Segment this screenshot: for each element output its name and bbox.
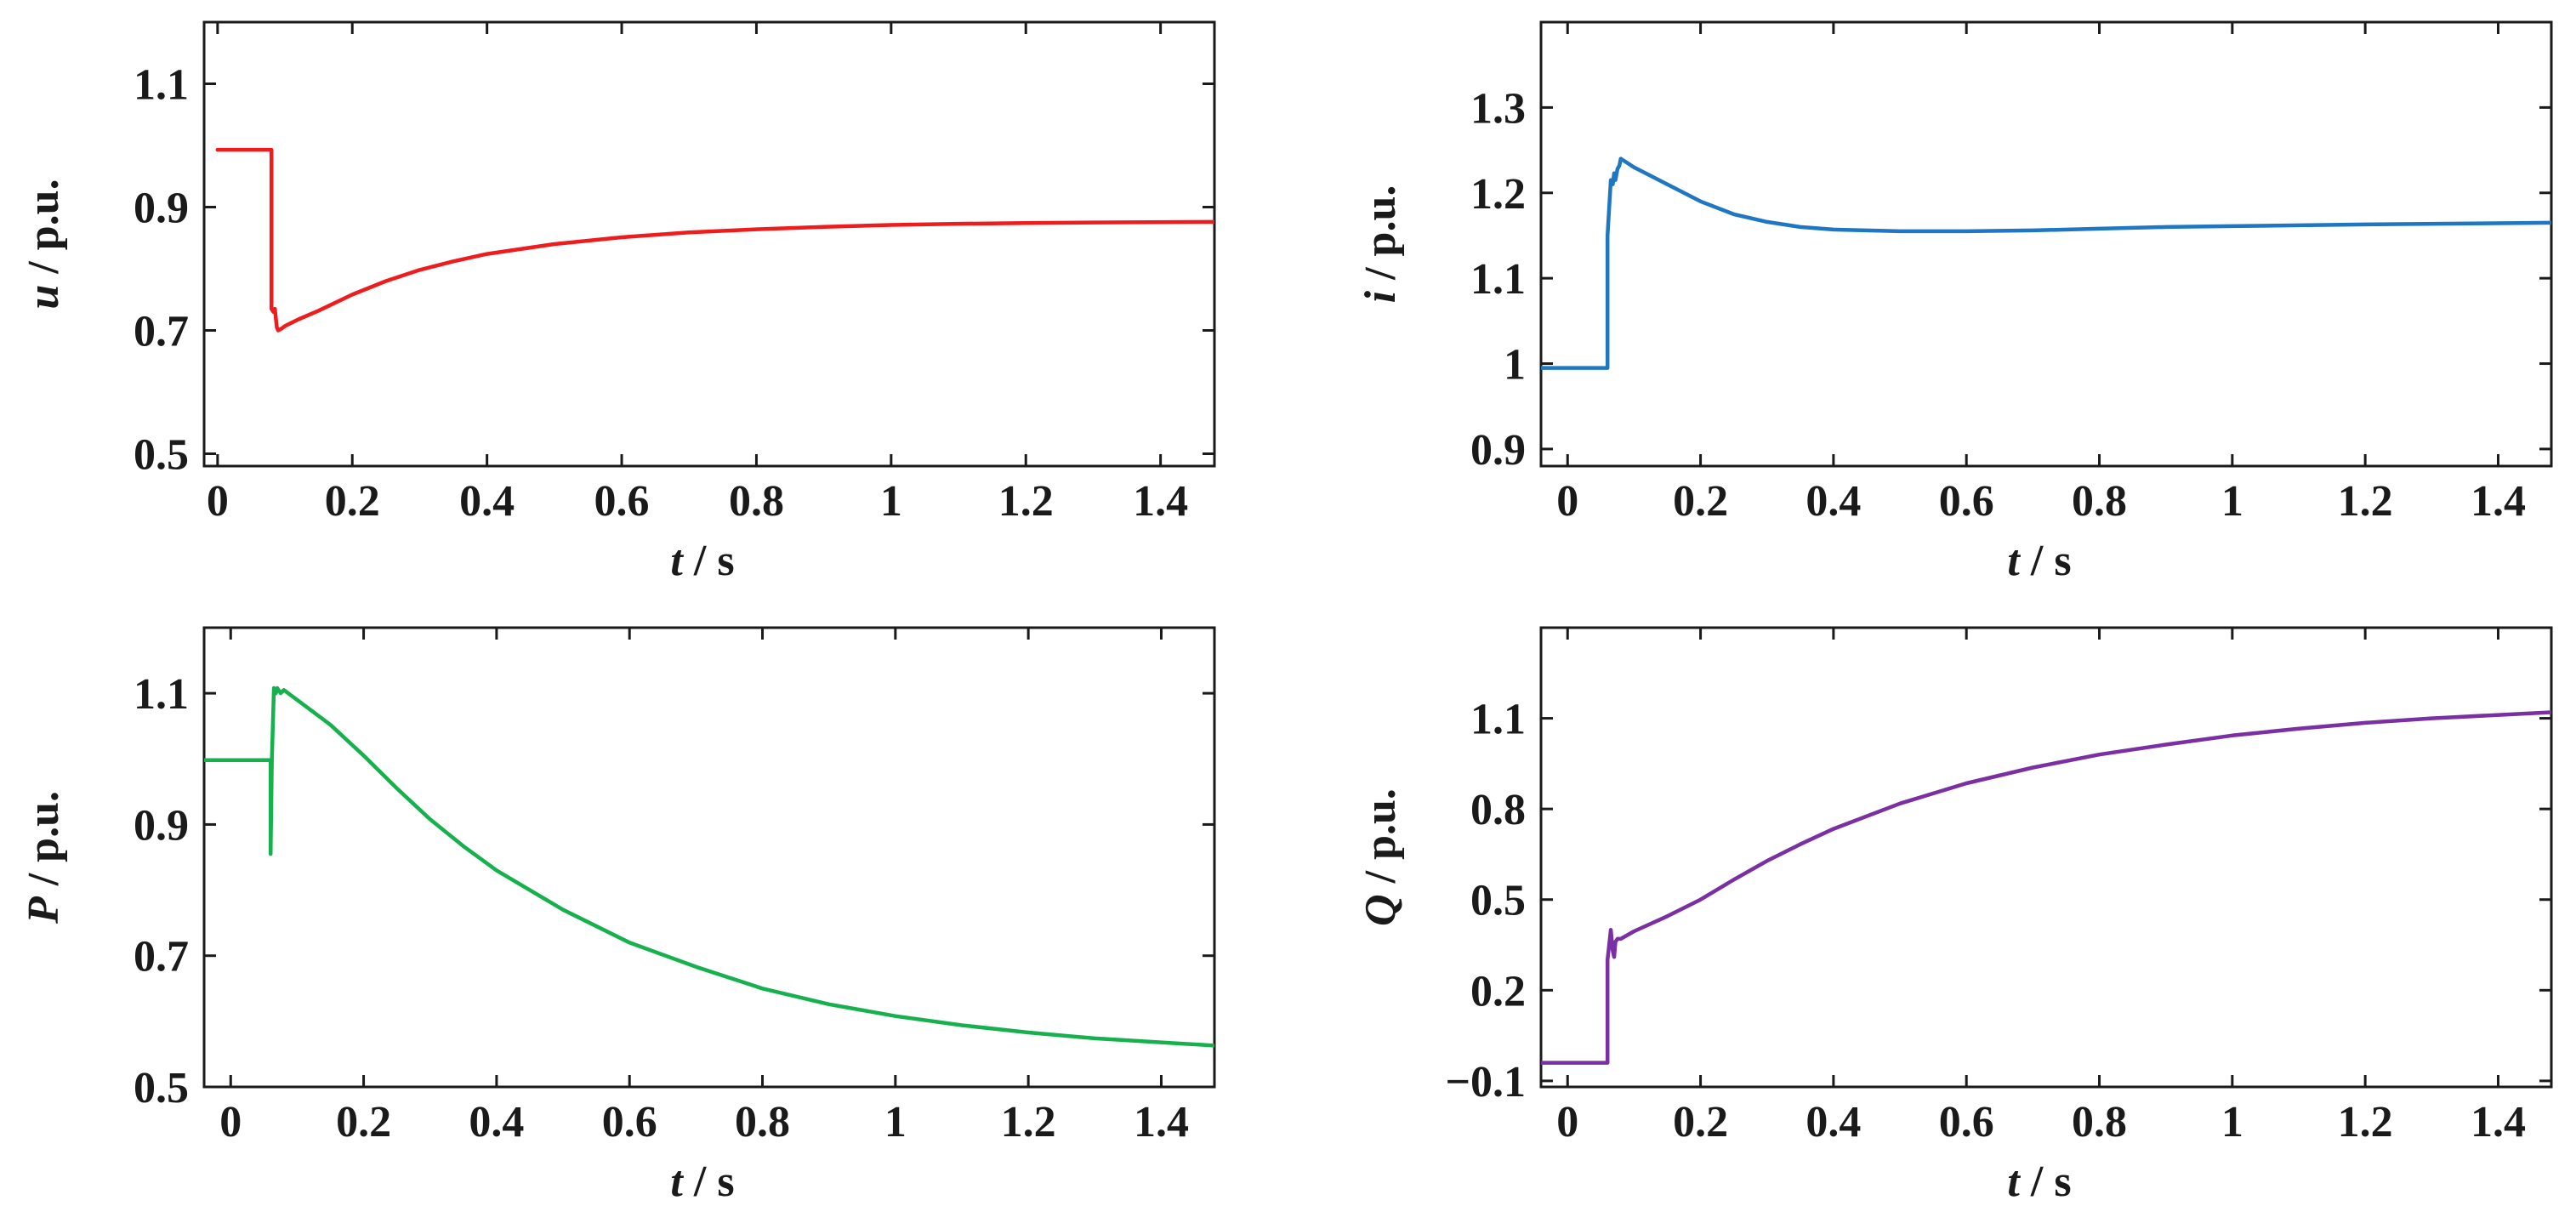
x-axis-variable: t xyxy=(2007,537,2021,585)
x-tick-label: 1.2 xyxy=(1001,1098,1056,1146)
y-axis-label: P / p.u. xyxy=(20,791,68,924)
x-tick-label: 0.2 xyxy=(1673,1098,1728,1146)
y-tick-label: 1.3 xyxy=(1470,84,1526,133)
x-axis-unit: / s xyxy=(2020,1158,2072,1206)
y-axis-variable: i xyxy=(1356,290,1405,303)
y-tick-label: −0.1 xyxy=(1445,1058,1526,1106)
y-axis-label: u / p.u. xyxy=(20,179,68,309)
y-tick-label: 1.1 xyxy=(1470,696,1526,744)
plot-frame-P xyxy=(202,626,1216,1089)
x-tick-label: 0.2 xyxy=(336,1098,391,1146)
y-tick-label: 0.8 xyxy=(1470,786,1526,834)
x-tick-label: 1 xyxy=(884,1098,907,1146)
x-tick-label: 0.4 xyxy=(1805,477,1861,526)
y-tick-label: 0.9 xyxy=(134,185,189,233)
y-tick-label: 1 xyxy=(1504,341,1526,390)
y-tick-label: 0.7 xyxy=(134,933,189,981)
x-tick-label: 0 xyxy=(1556,1098,1578,1146)
plot-frame-Q xyxy=(1539,626,2553,1089)
plot-frame-u xyxy=(202,20,1216,468)
x-tick-label: 0.6 xyxy=(594,477,650,526)
x-tick-label: 1 xyxy=(2221,1098,2243,1146)
y-tick-label: 0.9 xyxy=(134,801,189,850)
x-axis-variable: t xyxy=(2007,1158,2021,1206)
y-axis-unit: / p.u. xyxy=(1356,185,1405,291)
y-tick-label: 1.1 xyxy=(1470,255,1526,304)
y-tick-label: 1.1 xyxy=(134,670,189,719)
x-tick-label: 0.4 xyxy=(1805,1098,1861,1146)
x-tick-label: 1.2 xyxy=(2338,477,2393,526)
x-tick-label: 1.4 xyxy=(1134,1098,1189,1146)
y-tick-label: 0.5 xyxy=(134,1064,189,1112)
x-tick-label: 1.4 xyxy=(1133,477,1188,526)
x-tick-label: 0.6 xyxy=(602,1098,657,1146)
plot-frame-i xyxy=(1539,20,2553,468)
y-axis-label: Q / p.u. xyxy=(1356,788,1405,926)
x-tick-label: 0.4 xyxy=(459,477,515,526)
x-axis-label: t / s xyxy=(670,537,734,585)
x-tick-label: 0.8 xyxy=(735,1098,790,1146)
y-axis-label: i / p.u. xyxy=(1356,185,1405,304)
y-tick-label: 0.5 xyxy=(134,431,189,480)
y-axis-unit: / p.u. xyxy=(1356,788,1405,894)
x-tick-label: 0.6 xyxy=(1939,477,1994,526)
x-tick-label: 0.2 xyxy=(1673,477,1728,526)
x-tick-label: 1.2 xyxy=(2338,1098,2393,1146)
y-tick-label: 0.2 xyxy=(1470,967,1526,1015)
x-tick-label: 0.8 xyxy=(2072,477,2127,526)
x-tick-label: 1 xyxy=(880,477,902,526)
x-axis-label: t / s xyxy=(670,1158,734,1206)
y-tick-label: 0.9 xyxy=(1470,426,1526,475)
x-tick-label: 1.4 xyxy=(2471,1098,2526,1146)
x-axis-label: t / s xyxy=(2007,537,2071,585)
x-tick-label: 0 xyxy=(1556,477,1578,526)
x-tick-label: 1.2 xyxy=(998,477,1054,526)
x-tick-label: 0 xyxy=(219,1098,242,1146)
x-tick-label: 1 xyxy=(2221,477,2243,526)
y-axis-variable: u xyxy=(20,285,68,310)
x-tick-label: 0.6 xyxy=(1939,1098,1994,1146)
x-tick-label: 1.4 xyxy=(2471,477,2526,526)
y-tick-label: 1.2 xyxy=(1470,170,1526,219)
series-line-Q xyxy=(1541,710,2551,1065)
x-tick-label: 0.2 xyxy=(325,477,380,526)
y-tick-label: 0.7 xyxy=(134,308,189,356)
y-axis-variable: Q xyxy=(1356,894,1405,926)
x-axis-unit: / s xyxy=(2020,537,2072,585)
panel-u-voltage: 0 0.2 0.4 0.6 0.8 1 1.2 1.4 0.5 0.7 0.9 1.1 t / s u /… xyxy=(20,20,1216,585)
y-tick-label: 0.5 xyxy=(1470,877,1526,925)
y-axis-variable: P xyxy=(20,896,68,924)
panel-p-active-power: 0 0.2 0.4 0.6 0.8 1 1.2 1.4 0.5 0.7 0.9 1.1 t / s P /… xyxy=(20,626,1216,1206)
x-axis-unit: / s xyxy=(683,1158,735,1206)
x-tick-label: 0 xyxy=(207,477,229,526)
y-axis-unit: / p.u. xyxy=(20,179,68,284)
series-line-u xyxy=(215,147,1214,333)
x-tick-label: 0.4 xyxy=(469,1098,524,1146)
x-tick-label: 0.8 xyxy=(729,477,784,526)
y-axis-unit: / p.u. xyxy=(20,791,68,896)
x-axis-label: t / s xyxy=(2007,1158,2071,1206)
x-axis-variable: t xyxy=(670,537,684,585)
x-axis-unit: / s xyxy=(683,537,735,585)
x-axis-variable: t xyxy=(670,1158,684,1206)
series-line-i xyxy=(1541,156,2551,370)
panel-q-reactive-power: 0 0.2 0.4 0.6 0.8 1 1.2 1.4 −0.1 0.2 0.5 0.8 1.1 t / … xyxy=(1356,626,2553,1206)
y-tick-label: 1.1 xyxy=(134,61,189,110)
x-tick-label: 0.8 xyxy=(2072,1098,2127,1146)
panel-i-current: 0 0.2 0.4 0.6 0.8 1 1.2 1.4 0.9 1 1.1 1.2 1.3 t / s i … xyxy=(1356,20,2553,585)
series-line-P xyxy=(204,685,1214,1048)
